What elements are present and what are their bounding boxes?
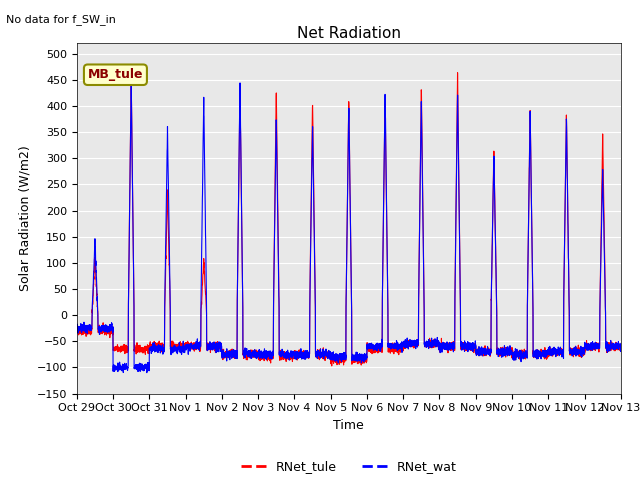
RNet_wat [171,343,179,348]
Title: Net Radiation: Net Radiation [297,25,401,41]
RNet_wat [502,350,509,356]
RNet_wat [73,325,81,331]
RNet_wat [143,370,150,375]
RNet_tule [328,363,335,369]
RNet_tule [471,345,479,351]
Legend: RNet_tule, RNet_wat: RNet_tule, RNet_wat [236,456,461,479]
RNet_tule [329,355,337,361]
RNet_tule [171,345,179,351]
X-axis label: Time: Time [333,419,364,432]
RNet_tule [617,344,625,350]
RNet_wat [471,344,479,350]
RNet_wat [236,80,244,86]
RNet_wat [617,341,625,347]
RNet_tule [73,327,81,333]
RNet_wat [441,346,449,352]
RNet_tule [502,354,509,360]
RNet_wat [329,355,337,360]
Text: No data for f_SW_in: No data for f_SW_in [6,14,116,25]
RNet_tule [454,70,461,75]
RNet_tule [616,342,624,348]
Line: RNet_tule: RNet_tule [77,72,621,366]
Y-axis label: Solar Radiation (W/m2): Solar Radiation (W/m2) [18,145,31,291]
Text: MB_tule: MB_tule [88,68,143,81]
Line: RNet_wat: RNet_wat [77,83,621,372]
RNet_wat [616,343,624,349]
RNet_tule [441,345,449,351]
